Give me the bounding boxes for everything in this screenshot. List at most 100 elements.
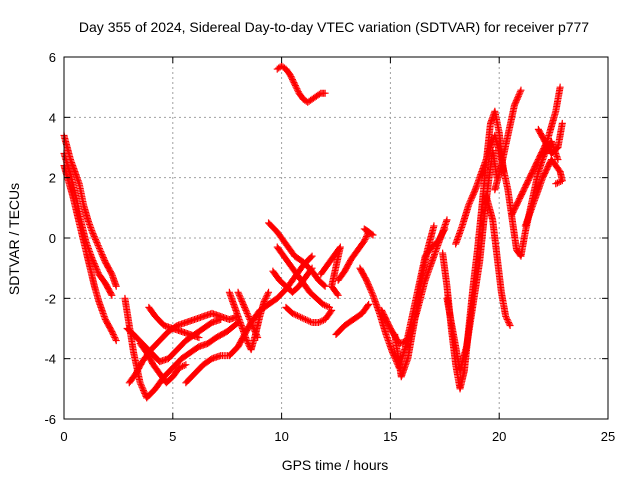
data-point [554, 156, 562, 164]
data-point [470, 189, 478, 197]
data-point [469, 192, 477, 200]
data-point [234, 288, 242, 296]
data-point [360, 237, 368, 245]
data-point [180, 361, 188, 369]
data-point [260, 297, 268, 305]
y-tick-label: -4 [44, 352, 56, 367]
data-point [236, 293, 244, 301]
data-point [512, 97, 520, 105]
y-axis-label: SDTVAR / TECUs [6, 183, 22, 295]
x-axis-label: GPS time / hours [282, 457, 389, 473]
data-point [238, 297, 246, 305]
data-point [334, 291, 342, 299]
data-point [91, 234, 99, 242]
data-point [287, 73, 295, 81]
data-point [112, 282, 120, 290]
data-point [97, 249, 105, 257]
data-point [316, 318, 324, 326]
data-point [502, 314, 510, 322]
data-point [235, 290, 243, 298]
data-point [365, 300, 373, 308]
data-point [264, 290, 272, 298]
data-point [137, 382, 145, 390]
data-point [179, 362, 187, 370]
data-point [111, 334, 119, 342]
data-point [243, 308, 251, 316]
data-point [505, 318, 513, 326]
data-point [366, 284, 374, 292]
data-point [467, 196, 475, 204]
data-point [289, 77, 297, 85]
y-tick-label: -2 [44, 291, 56, 306]
data-point [265, 288, 273, 296]
data-point [368, 290, 376, 298]
data-point [99, 254, 107, 262]
axis-ticks [63, 56, 609, 420]
data-point [305, 317, 313, 325]
data-point [261, 296, 269, 304]
data-point [468, 193, 476, 201]
data-point [251, 328, 259, 336]
data-point [109, 329, 117, 337]
data-point [469, 190, 477, 198]
data-point [361, 236, 369, 244]
data-point [321, 89, 329, 97]
data-point [244, 311, 252, 319]
data-point [248, 321, 256, 329]
data-point [288, 76, 296, 84]
data-point [292, 311, 300, 319]
data-point [177, 363, 185, 371]
data-point [302, 315, 310, 323]
data-point [368, 288, 376, 296]
data-point [517, 86, 525, 94]
data-point [246, 315, 254, 323]
data-point [308, 252, 316, 260]
data-point [510, 101, 518, 109]
data-point [245, 312, 253, 320]
data-point [294, 86, 302, 94]
data-point [505, 320, 513, 328]
data-point [110, 332, 118, 340]
data-point [136, 379, 144, 387]
data-point [321, 282, 329, 290]
data-point [90, 260, 98, 268]
data-point [98, 251, 106, 259]
data-point [109, 331, 117, 339]
data-point [139, 386, 147, 394]
data-point [253, 332, 261, 340]
data-point [318, 317, 326, 325]
data-point [389, 349, 397, 357]
data-point [94, 267, 102, 275]
data-point [242, 306, 250, 314]
data-point [93, 239, 101, 247]
y-tick-label: 0 [49, 231, 56, 246]
data-point [362, 234, 370, 242]
data-point [298, 314, 306, 322]
data-point [95, 245, 103, 253]
data-point [512, 98, 520, 106]
data-point [97, 248, 105, 256]
data-point [88, 255, 96, 263]
data-point [511, 100, 519, 108]
data-point [89, 229, 97, 237]
x-tick-label: 15 [383, 429, 397, 444]
data-point [89, 257, 97, 265]
x-tick-label: 5 [169, 429, 176, 444]
data-point [288, 309, 296, 317]
data-point [290, 310, 298, 318]
data-point [303, 316, 311, 324]
data-point [241, 303, 249, 311]
data-point [291, 80, 299, 88]
data-marks [60, 62, 566, 402]
data-point [90, 232, 98, 240]
data-point [92, 237, 100, 245]
chart-title: Day 355 of 2024, Sidereal Day-to-day VTE… [79, 19, 589, 35]
data-point [321, 301, 329, 309]
data-point [471, 187, 479, 195]
data-point [93, 266, 101, 274]
data-point [254, 334, 262, 342]
data-point [291, 82, 299, 90]
data-point [262, 294, 270, 302]
data-point [195, 334, 203, 342]
